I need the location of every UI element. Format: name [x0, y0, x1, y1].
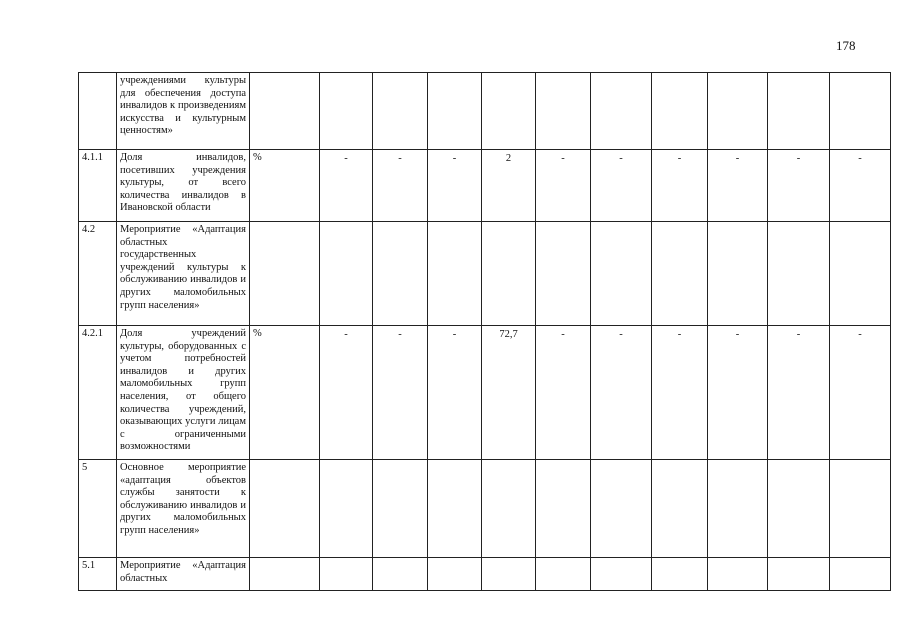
value-cell — [481, 459, 536, 558]
row-number: 5.1 — [78, 557, 117, 591]
row-unit — [249, 72, 320, 150]
value-cell — [372, 459, 428, 558]
table-row: 4.2.1 Доля учреждений культуры, оборудова… — [78, 325, 891, 460]
row-unit — [249, 221, 320, 326]
table-row: учреждениями культуры для обеспечения до… — [78, 72, 891, 150]
value-cell — [651, 72, 708, 150]
value-cell — [707, 459, 768, 558]
value-cell — [829, 459, 891, 558]
value-cell — [535, 221, 591, 326]
value-cell: - — [829, 325, 891, 460]
value-cell — [427, 557, 482, 591]
value-cell — [767, 557, 830, 591]
value-cell: - — [535, 149, 591, 222]
value-cell — [427, 221, 482, 326]
value-cell — [829, 557, 891, 591]
value-cell: - — [372, 325, 428, 460]
row-number: 4.2.1 — [78, 325, 117, 460]
value-cell: - — [535, 325, 591, 460]
value-cell — [481, 72, 536, 150]
value-cell: - — [651, 325, 708, 460]
value-cell: - — [427, 325, 482, 460]
row-number — [78, 72, 117, 150]
row-number: 4.2 — [78, 221, 117, 326]
table-row: 5 Основное мероприятие «адаптация объекто… — [78, 459, 891, 558]
value-cell — [651, 557, 708, 591]
page-number: 178 — [836, 38, 856, 53]
value-cell — [319, 459, 373, 558]
value-cell — [372, 72, 428, 150]
value-cell: - — [829, 149, 891, 222]
value-cell — [829, 221, 891, 326]
value-cell — [535, 459, 591, 558]
row-unit: % — [249, 149, 320, 222]
row-description: учреждениями культуры для обеспечения до… — [116, 72, 250, 150]
row-unit — [249, 459, 320, 558]
value-cell — [707, 72, 768, 150]
value-cell: - — [372, 149, 428, 222]
value-cell — [535, 557, 591, 591]
value-cell — [372, 221, 428, 326]
value-cell: - — [590, 325, 652, 460]
value-cell — [535, 72, 591, 150]
row-description: Мероприятие «Адаптация областных — [116, 557, 250, 591]
value-cell — [427, 459, 482, 558]
value-cell: - — [319, 149, 373, 222]
value-cell — [707, 221, 768, 326]
value-cell: - — [651, 149, 708, 222]
value-cell — [372, 557, 428, 591]
value-cell — [829, 72, 891, 150]
value-cell: - — [319, 325, 373, 460]
value-cell — [319, 557, 373, 591]
value-cell — [767, 72, 830, 150]
value-cell — [767, 459, 830, 558]
row-unit: % — [249, 325, 320, 460]
value-cell: - — [707, 325, 768, 460]
value-cell: - — [707, 149, 768, 222]
value-cell — [707, 557, 768, 591]
value-cell: - — [767, 149, 830, 222]
table-row: 4.2 Мероприятие «Адаптация областных госу… — [78, 221, 891, 326]
value-cell — [651, 459, 708, 558]
row-unit — [249, 557, 320, 591]
value-cell: 2 — [481, 149, 536, 222]
value-cell: - — [767, 325, 830, 460]
row-description: Доля учреждений культуры, оборудованных … — [116, 325, 250, 460]
value-cell — [427, 72, 482, 150]
value-cell — [319, 221, 373, 326]
value-cell — [481, 221, 536, 326]
value-cell — [590, 557, 652, 591]
value-cell — [651, 221, 708, 326]
value-cell: - — [427, 149, 482, 222]
table-row: 4.1.1 Доля инвалидов, посетивших учрежден… — [78, 149, 891, 222]
indicators-table: учреждениями культуры для обеспечения до… — [78, 72, 891, 591]
row-description: Основное мероприятие «адаптация объектов… — [116, 459, 250, 558]
value-cell — [319, 72, 373, 150]
row-number: 4.1.1 — [78, 149, 117, 222]
row-number: 5 — [78, 459, 117, 558]
value-cell: 72,7 — [481, 325, 536, 460]
value-cell: - — [590, 149, 652, 222]
value-cell — [767, 221, 830, 326]
row-description: Доля инвалидов, посетивших учреждения ку… — [116, 149, 250, 222]
row-description: Мероприятие «Адаптация областных государ… — [116, 221, 250, 326]
value-cell — [590, 459, 652, 558]
value-cell — [481, 557, 536, 591]
value-cell — [590, 72, 652, 150]
table-row: 5.1 Мероприятие «Адаптация областных — [78, 557, 891, 591]
value-cell — [590, 221, 652, 326]
